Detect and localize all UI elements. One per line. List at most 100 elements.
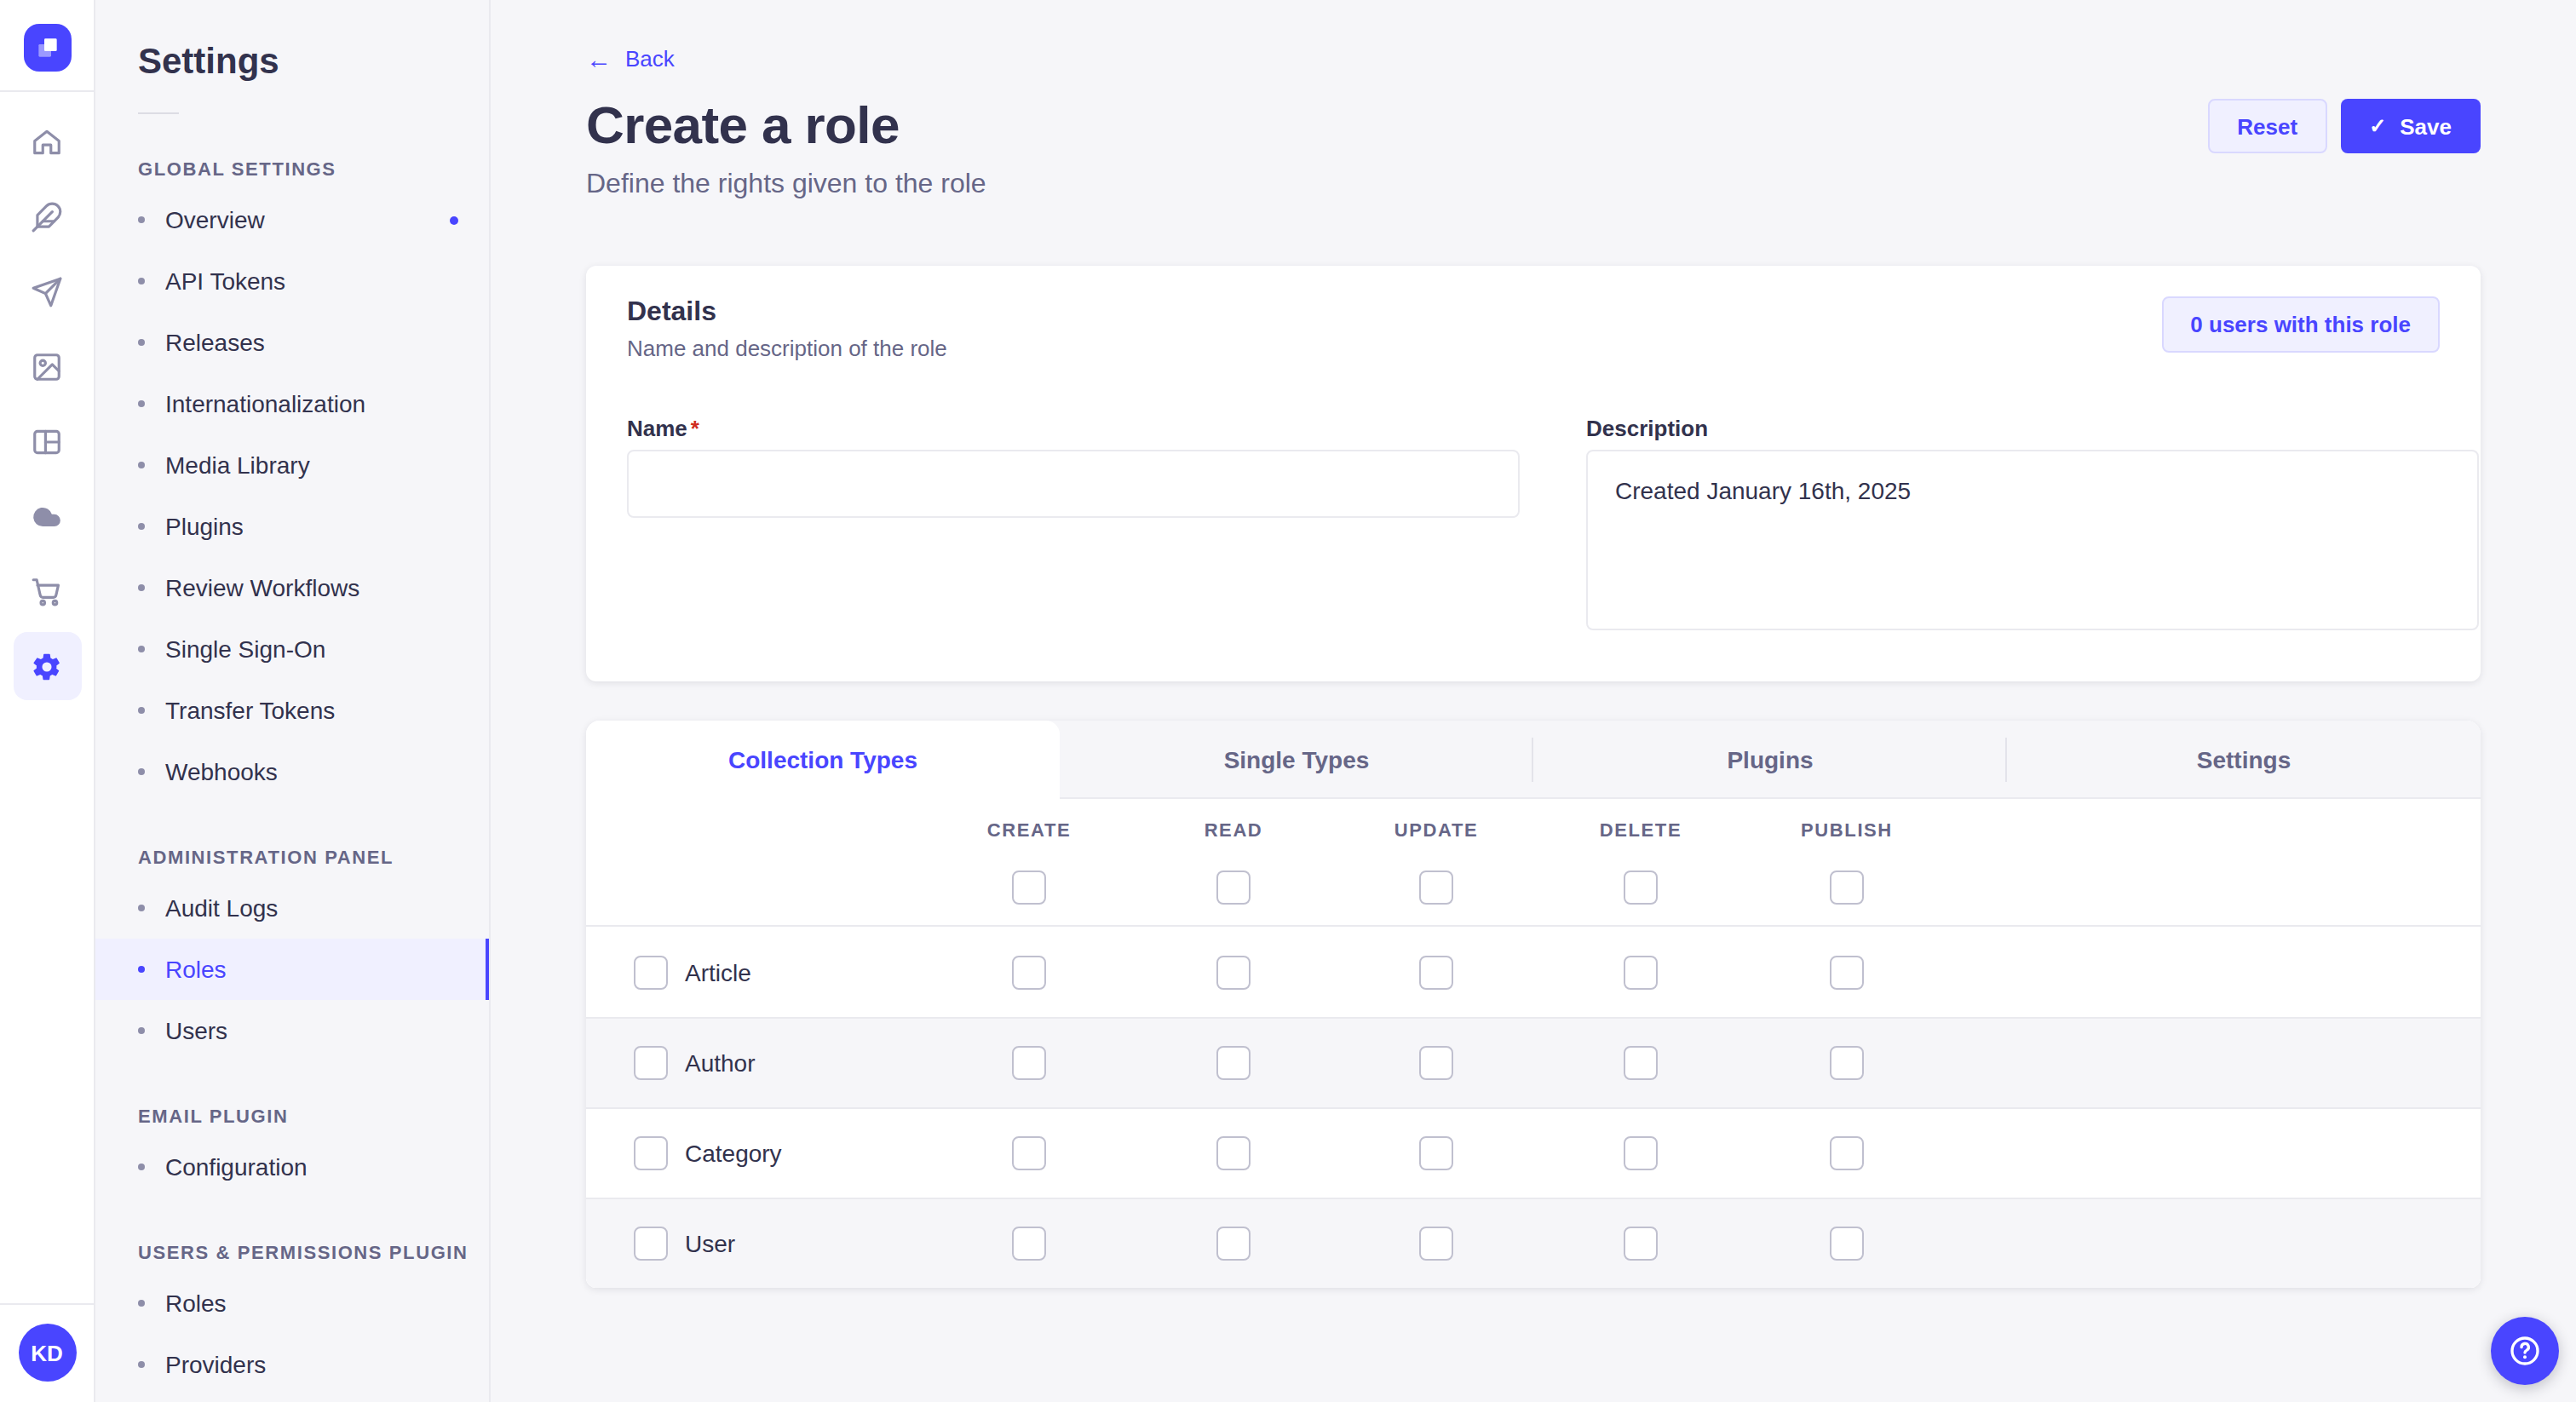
main-content: ← Back Create a role Define the rights g… xyxy=(491,0,2576,1402)
tab-single-types[interactable]: Single Types xyxy=(1060,721,1533,797)
content-type-builder-icon[interactable] xyxy=(13,407,81,475)
main-nav-rail: KD xyxy=(0,0,95,1402)
settings-gear-icon[interactable] xyxy=(13,632,81,700)
permission-delete-checkbox[interactable] xyxy=(1624,1046,1658,1080)
row-select-checkbox[interactable] xyxy=(634,1227,668,1261)
sidebar-item-webhooks[interactable]: Webhooks xyxy=(95,741,489,802)
sidebar-item-audit-logs[interactable]: Audit Logs xyxy=(95,877,489,939)
tab-settings[interactable]: Settings xyxy=(2007,721,2481,797)
help-button[interactable] xyxy=(2491,1317,2559,1385)
sidebar-item-overview[interactable]: Overview xyxy=(95,189,489,250)
permission-delete-checkbox[interactable] xyxy=(1624,1227,1658,1261)
permission-read-checkbox[interactable] xyxy=(1216,955,1251,989)
select-all-create-checkbox[interactable] xyxy=(1012,871,1046,905)
permission-create-checkbox[interactable] xyxy=(1012,955,1046,989)
permission-publish-checkbox[interactable] xyxy=(1830,1046,1864,1080)
reset-button[interactable]: Reset xyxy=(2208,99,2326,153)
strapi-logo[interactable] xyxy=(23,24,71,72)
bullet-icon xyxy=(138,707,145,714)
required-asterisk: * xyxy=(691,416,699,441)
table-row-user: User xyxy=(586,1198,2481,1288)
row-label: Category xyxy=(685,1140,782,1167)
column-header-publish: Publish xyxy=(1745,819,1949,840)
back-link[interactable]: ← Back xyxy=(586,46,675,72)
sidebar-item-plugins[interactable]: Plugins xyxy=(95,496,489,557)
description-textarea[interactable]: Created January 16th, 2025 xyxy=(1586,450,2479,630)
permission-create-checkbox[interactable] xyxy=(1012,1136,1046,1170)
permission-update-checkbox[interactable] xyxy=(1419,1136,1453,1170)
marketplace-cart-icon[interactable] xyxy=(13,557,81,625)
permission-read-checkbox[interactable] xyxy=(1216,1046,1251,1080)
users-with-role-button[interactable]: 0 users with this role xyxy=(2161,296,2440,353)
section-global-settings: Global Settings xyxy=(138,158,489,179)
column-header-update: Update xyxy=(1334,819,1538,840)
permission-create-checkbox[interactable] xyxy=(1012,1046,1046,1080)
sidebar-title: Settings xyxy=(138,41,489,82)
permission-update-checkbox[interactable] xyxy=(1419,1046,1453,1080)
sidebar-item-media-library[interactable]: Media Library xyxy=(95,434,489,496)
sidebar-item-review-workflows[interactable]: Review Workflows xyxy=(95,557,489,618)
sidebar-item-configuration[interactable]: Configuration xyxy=(95,1136,489,1198)
content-manager-feather-icon[interactable] xyxy=(13,182,81,250)
bullet-icon xyxy=(138,1027,145,1034)
home-icon[interactable] xyxy=(13,107,81,175)
sidebar-item-releases[interactable]: Releases xyxy=(95,312,489,373)
sidebar-item-internationalization[interactable]: Internationalization xyxy=(95,373,489,434)
permission-create-checkbox[interactable] xyxy=(1012,1227,1046,1261)
user-avatar[interactable]: KD xyxy=(18,1324,76,1382)
paper-plane-icon[interactable] xyxy=(13,257,81,325)
bullet-icon xyxy=(138,584,145,591)
permission-publish-checkbox[interactable] xyxy=(1830,1136,1864,1170)
name-input[interactable] xyxy=(627,450,1520,518)
back-arrow-icon: ← xyxy=(586,46,612,72)
bullet-icon xyxy=(138,216,145,223)
sidebar-title-divider xyxy=(138,112,179,114)
sidebar-item-users[interactable]: Users xyxy=(95,1000,489,1061)
sidebar-item-roles-up[interactable]: Roles xyxy=(95,1273,489,1334)
row-label: Author xyxy=(685,1049,756,1077)
row-select-checkbox[interactable] xyxy=(634,1046,668,1080)
row-select-checkbox[interactable] xyxy=(634,955,668,989)
sidebar-item-single-sign-on[interactable]: Single Sign-On xyxy=(95,618,489,680)
bullet-icon xyxy=(138,278,145,284)
app-root: KD Settings Global Settings Overview API… xyxy=(0,0,2576,1402)
bullet-icon xyxy=(138,768,145,775)
media-library-icon[interactable] xyxy=(13,332,81,400)
cloud-icon[interactable] xyxy=(13,482,81,550)
permission-delete-checkbox[interactable] xyxy=(1624,955,1658,989)
table-row-author: Author xyxy=(586,1017,2481,1107)
permission-publish-checkbox[interactable] xyxy=(1830,955,1864,989)
page-subtitle: Define the rights given to the role xyxy=(586,169,986,199)
row-label: User xyxy=(685,1230,735,1257)
permission-read-checkbox[interactable] xyxy=(1216,1227,1251,1261)
sidebar-item-roles-admin[interactable]: Roles xyxy=(95,939,489,1000)
permission-read-checkbox[interactable] xyxy=(1216,1136,1251,1170)
select-all-update-checkbox[interactable] xyxy=(1419,871,1453,905)
permission-delete-checkbox[interactable] xyxy=(1624,1136,1658,1170)
permissions-table: Create Read Update Delete Publish Articl… xyxy=(586,799,2481,1288)
select-all-publish-checkbox[interactable] xyxy=(1830,871,1864,905)
sidebar-item-providers[interactable]: Providers xyxy=(95,1334,489,1395)
permissions-card: Collection Types Single Types Plugins Se… xyxy=(586,721,2481,1288)
page-header: ← Back Create a role Define the rights g… xyxy=(491,0,2576,199)
select-all-read-checkbox[interactable] xyxy=(1216,871,1251,905)
sidebar-item-transfer-tokens[interactable]: Transfer Tokens xyxy=(95,680,489,741)
row-select-checkbox[interactable] xyxy=(634,1136,668,1170)
permission-update-checkbox[interactable] xyxy=(1419,1227,1453,1261)
settings-sidebar: Settings Global Settings Overview API To… xyxy=(95,0,491,1402)
save-button[interactable]: ✓ Save xyxy=(2340,99,2481,153)
back-label: Back xyxy=(625,46,675,72)
name-label: Name* xyxy=(627,416,1520,441)
table-row-category: Category xyxy=(586,1107,2481,1198)
tab-collection-types[interactable]: Collection Types xyxy=(586,721,1060,799)
select-all-delete-checkbox[interactable] xyxy=(1624,871,1658,905)
permission-update-checkbox[interactable] xyxy=(1419,955,1453,989)
bullet-icon xyxy=(138,646,145,652)
description-label: Description xyxy=(1586,416,2479,441)
description-field-group: Description Created January 16th, 2025 xyxy=(1586,416,2479,637)
column-header-delete: Delete xyxy=(1538,819,1743,840)
notification-dot xyxy=(450,216,458,225)
permission-publish-checkbox[interactable] xyxy=(1830,1227,1864,1261)
sidebar-item-api-tokens[interactable]: API Tokens xyxy=(95,250,489,312)
tab-plugins[interactable]: Plugins xyxy=(1533,721,2007,797)
